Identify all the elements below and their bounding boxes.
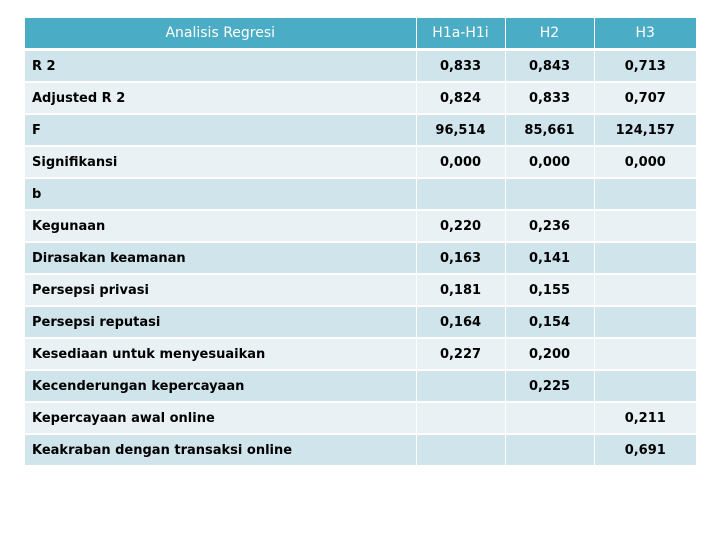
cell-h3 xyxy=(594,370,696,403)
regression-table: Analisis Regresi H1a-H1i H2 H3 R 2 0,833 0… xyxy=(25,18,696,467)
cell-h1a-h1i: 96,514 xyxy=(416,114,506,147)
table-row: b xyxy=(25,178,696,211)
table-row: Keakraban dengan transaksi online 0,691 xyxy=(25,434,696,467)
cell-h1a-h1i xyxy=(416,370,506,403)
table-row: Adjusted R 2 0,824 0,833 0,707 xyxy=(25,82,696,115)
cell-h1a-h1i: 0,181 xyxy=(416,274,506,307)
row-label: Kegunaan xyxy=(25,210,417,243)
cell-h2 xyxy=(505,402,595,435)
table-row: Kepercayaan awal online 0,211 xyxy=(25,402,696,435)
cell-h3: 0,691 xyxy=(594,434,696,467)
table-row: R 2 0,833 0,843 0,713 xyxy=(25,49,696,83)
cell-h3: 0,707 xyxy=(594,82,696,115)
row-label: Kesediaan untuk menyesuaikan xyxy=(25,338,417,371)
cell-h2: 0,225 xyxy=(505,370,595,403)
cell-h3: 0,211 xyxy=(594,402,696,435)
header-h1a-h1i: H1a-H1i xyxy=(416,18,506,51)
cell-h1a-h1i xyxy=(416,178,506,211)
cell-h1a-h1i: 0,000 xyxy=(416,146,506,179)
cell-h3: 0,713 xyxy=(594,49,696,83)
cell-h2: 0,154 xyxy=(505,306,595,339)
header-row: Analisis Regresi H1a-H1i H2 H3 xyxy=(25,18,696,51)
table-header: Analisis Regresi H1a-H1i H2 H3 xyxy=(25,18,696,51)
cell-h3 xyxy=(594,210,696,243)
row-label: Signifikansi xyxy=(25,146,417,179)
cell-h3: 124,157 xyxy=(594,114,696,147)
cell-h2: 0,843 xyxy=(505,49,595,83)
cell-h3 xyxy=(594,242,696,275)
cell-h3: 0,000 xyxy=(594,146,696,179)
cell-h2: 0,236 xyxy=(505,210,595,243)
table-row: Kegunaan 0,220 0,236 xyxy=(25,210,696,243)
row-label: Keakraban dengan transaksi online xyxy=(25,434,417,467)
row-label: Persepsi privasi xyxy=(25,274,417,307)
table-row: Persepsi privasi 0,181 0,155 xyxy=(25,274,696,307)
cell-h1a-h1i: 0,220 xyxy=(416,210,506,243)
cell-h1a-h1i: 0,833 xyxy=(416,49,506,83)
cell-h2 xyxy=(505,178,595,211)
cell-h1a-h1i: 0,163 xyxy=(416,242,506,275)
cell-h3 xyxy=(594,338,696,371)
table-row: Kesediaan untuk menyesuaikan 0,227 0,200 xyxy=(25,338,696,371)
cell-h2: 0,000 xyxy=(505,146,595,179)
row-label: Adjusted R 2 xyxy=(25,82,417,115)
cell-h2: 0,155 xyxy=(505,274,595,307)
row-label: Kepercayaan awal online xyxy=(25,402,417,435)
row-label: F xyxy=(25,114,417,147)
table-row: F 96,514 85,661 124,157 xyxy=(25,114,696,147)
row-label: Persepsi reputasi xyxy=(25,306,417,339)
table-body: R 2 0,833 0,843 0,713 Adjusted R 2 0,824 0,833… xyxy=(25,49,696,467)
cell-h2: 0,200 xyxy=(505,338,595,371)
table-row: Persepsi reputasi 0,164 0,154 xyxy=(25,306,696,339)
cell-h3 xyxy=(594,306,696,339)
row-label: b xyxy=(25,178,417,211)
table-row: Kecenderungan kepercayaan 0,225 xyxy=(25,370,696,403)
row-label: Kecenderungan kepercayaan xyxy=(25,370,417,403)
cell-h3 xyxy=(594,178,696,211)
cell-h1a-h1i: 0,824 xyxy=(416,82,506,115)
cell-h2: 0,833 xyxy=(505,82,595,115)
cell-h3 xyxy=(594,274,696,307)
header-analisis-regresi: Analisis Regresi xyxy=(25,18,417,51)
header-h2: H2 xyxy=(505,18,595,51)
header-h3: H3 xyxy=(594,18,696,51)
row-label: R 2 xyxy=(25,49,417,83)
cell-h1a-h1i: 0,164 xyxy=(416,306,506,339)
cell-h2 xyxy=(505,434,595,467)
cell-h2: 0,141 xyxy=(505,242,595,275)
table-row: Dirasakan keamanan 0,163 0,141 xyxy=(25,242,696,275)
table-row: Signifikansi 0,000 0,000 0,000 xyxy=(25,146,696,179)
cell-h1a-h1i: 0,227 xyxy=(416,338,506,371)
cell-h2: 85,661 xyxy=(505,114,595,147)
cell-h1a-h1i xyxy=(416,434,506,467)
row-label: Dirasakan keamanan xyxy=(25,242,417,275)
cell-h1a-h1i xyxy=(416,402,506,435)
